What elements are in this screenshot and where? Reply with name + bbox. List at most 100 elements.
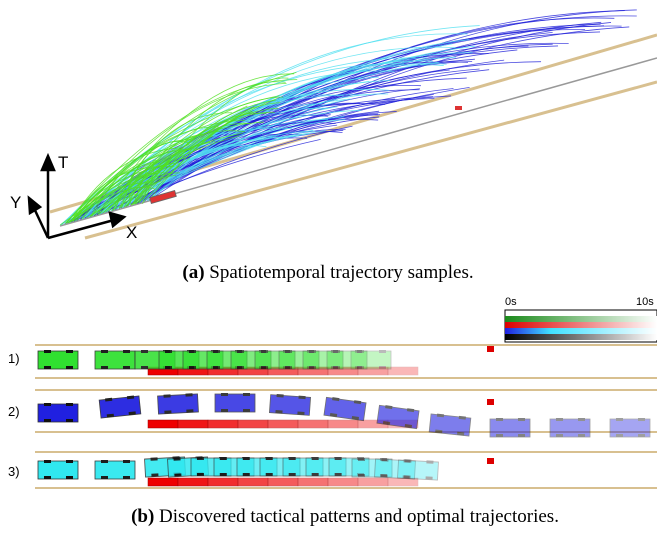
wheel	[616, 418, 623, 421]
caption-b: (b) Discovered tactical patterns and opt…	[131, 506, 559, 527]
lane-lines	[35, 344, 657, 489]
wheel	[128, 411, 136, 416]
wheel	[237, 366, 244, 369]
vehicle	[98, 395, 142, 419]
wheel	[335, 457, 342, 460]
vehicle	[302, 350, 344, 370]
wheel	[197, 473, 204, 476]
vehicle-body	[37, 403, 79, 423]
wheel	[357, 366, 364, 369]
trajectory	[146, 93, 389, 201]
wheel	[173, 457, 181, 461]
vehicle	[609, 418, 651, 438]
wheel	[276, 394, 284, 398]
vehicle	[328, 457, 370, 477]
optimal-trajectory	[357, 366, 389, 376]
wheel	[66, 403, 73, 406]
wheel	[44, 403, 51, 406]
wheel	[123, 460, 130, 463]
wheel	[556, 434, 563, 437]
trajectory	[68, 126, 219, 223]
wheel	[189, 366, 196, 369]
wheel	[266, 473, 273, 476]
wheel	[312, 457, 319, 460]
wheel	[185, 393, 193, 397]
trajectory	[132, 111, 275, 205]
trajectory	[97, 73, 295, 215]
vehicles	[37, 350, 651, 487]
trajectory	[111, 134, 202, 211]
vehicle	[268, 394, 312, 416]
vehicle-body	[94, 460, 136, 480]
wheel	[141, 350, 148, 353]
wheel	[578, 418, 585, 421]
optimal-trajectory	[207, 477, 239, 487]
vehicle-body	[254, 350, 296, 370]
wheel	[44, 366, 51, 369]
trajectory-bundle	[60, 9, 637, 226]
wheel	[243, 409, 250, 412]
trajectory	[139, 39, 469, 204]
optimal-trajectory	[267, 419, 299, 429]
wheel	[406, 408, 415, 413]
wheel	[126, 395, 135, 400]
wheel	[335, 473, 342, 476]
wheel	[186, 409, 194, 413]
wheel	[379, 366, 386, 369]
road-edge	[84, 80, 657, 240]
trajectory	[127, 172, 180, 207]
vehicle-body	[278, 350, 320, 370]
optimal-trajectory	[297, 366, 329, 376]
obstacle	[455, 106, 462, 110]
wheel	[496, 418, 503, 421]
optimal-trajectory	[297, 419, 329, 429]
vehicle-body	[609, 418, 651, 438]
wheel	[307, 350, 314, 353]
wheel	[213, 350, 220, 353]
wheel	[638, 418, 645, 421]
wheel	[426, 460, 434, 464]
optimal-trajectory	[177, 419, 209, 429]
wheel	[243, 473, 250, 476]
wheel	[518, 418, 525, 421]
vehicle	[278, 350, 320, 370]
row-label: 1)	[8, 351, 20, 366]
wheel	[380, 458, 387, 461]
vehicle-body	[37, 460, 79, 480]
wheel	[578, 434, 585, 437]
wheel	[106, 413, 114, 418]
wheel	[404, 459, 412, 463]
vehicle	[323, 396, 367, 422]
wheel	[101, 350, 108, 353]
colorbar	[504, 309, 657, 343]
wheel	[357, 473, 364, 476]
wheel	[357, 350, 364, 353]
wheel	[380, 474, 388, 478]
wheel	[165, 366, 172, 369]
wheel	[289, 457, 296, 460]
vehicle	[326, 350, 368, 370]
trajectory	[123, 81, 286, 208]
patterns-panel: 0s 10s 1) 2) 3)	[8, 296, 657, 489]
vehicle	[37, 350, 79, 370]
vehicle	[254, 350, 296, 370]
wheel	[44, 460, 51, 463]
vehicle	[376, 404, 420, 430]
optimal-trajectory	[147, 477, 179, 487]
optimal-trajectory	[297, 477, 329, 487]
colorbar-start: 0s	[505, 296, 517, 308]
wheel	[333, 350, 340, 353]
wheel	[66, 460, 73, 463]
wheel	[379, 350, 386, 353]
caption-a: (a) Spatiotemporal trajectory samples.	[182, 262, 473, 283]
caption-label: (a)	[182, 262, 204, 283]
wheel	[174, 473, 182, 477]
wheel	[44, 476, 51, 479]
wheel	[151, 473, 159, 477]
wheel	[382, 420, 391, 425]
optimal-trajectory	[237, 419, 269, 429]
colorbar-end: 10s	[636, 296, 654, 308]
vehicle	[374, 458, 416, 480]
caption-text: Spatiotemporal trajectory samples.	[209, 262, 473, 283]
wheel	[164, 410, 172, 414]
